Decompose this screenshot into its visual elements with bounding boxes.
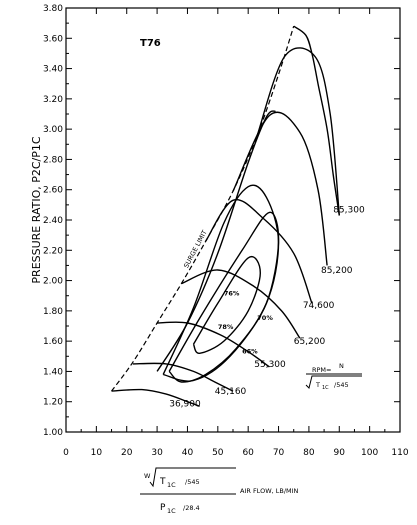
rpm-sub: 1C (322, 385, 329, 391)
efficiency-island (192, 256, 262, 354)
efficiency-label: 66% (242, 347, 258, 355)
speed-label: 36,900 (169, 399, 201, 409)
speed-label: 65,200 (294, 337, 326, 347)
speed-label: 45,160 (215, 387, 247, 397)
y-tick-label: 1.40 (43, 367, 63, 377)
x-numerator-term: T (159, 477, 166, 487)
x-tick-label: 10 (91, 448, 103, 458)
x-axis-title: W T 1C /545 AIR FLOW, LB/MIN P 1C /28.4 (140, 467, 299, 515)
y-tick-label: 3.00 (43, 125, 63, 135)
efficiency-island (156, 110, 276, 372)
rpm-label: RPM= N T 1C /545 (305, 362, 362, 391)
x-tick-label: 70 (273, 448, 285, 458)
rpm-divisor: /545 (334, 381, 349, 389)
y-tick-label: 1.80 (43, 307, 63, 317)
speed-lines: 36,900 45,160 55,300 65,200 74,600 85,200 85,3… (111, 25, 365, 409)
rpm-term: T (315, 381, 320, 389)
x-axis-ticks: 0 10 20 30 40 50 60 70 80 90 100 110 (63, 8, 409, 458)
efficiency-island (162, 184, 280, 382)
x-denominator-term: P (160, 503, 166, 513)
x-tick-label: 80 (303, 448, 315, 458)
x-tick-label: 20 (121, 448, 133, 458)
y-tick-label: 1.60 (43, 337, 63, 347)
surge-line-group: SURGE LIMIT (111, 26, 295, 392)
y-tick-label: 2.40 (43, 216, 63, 226)
x-tick-label: 40 (182, 448, 194, 458)
speed-line (256, 47, 340, 216)
x-tick-label: 110 (391, 448, 408, 458)
x-tick-label: 60 (242, 448, 254, 458)
y-tick-label: 2.20 (43, 246, 63, 256)
x-denominator-sub: 1C (167, 507, 176, 515)
x-numerator-sub: 1C (167, 481, 176, 489)
plot-border (65, 7, 401, 433)
y-tick-label: 2.80 (43, 155, 63, 165)
y-axis-ticks: 1.00 1.20 1.40 1.60 1.80 2.00 2.20 2.40 2.60 2.80… (43, 4, 400, 438)
speed-label: 85,300 (333, 205, 365, 215)
speed-line (205, 198, 313, 304)
speed-label: 55,300 (254, 360, 286, 370)
speed-line (111, 388, 200, 407)
efficiency-label: 76% (224, 290, 240, 298)
surge-line (111, 26, 295, 392)
speed-line (181, 269, 301, 339)
speed-line (157, 321, 270, 368)
chart-title: T76 (140, 38, 161, 49)
x-axis-main-label: AIR FLOW, LB/MIN (240, 487, 299, 495)
y-tick-label: 1.20 (43, 398, 63, 408)
y-tick-label: 2.00 (43, 277, 63, 287)
peak-envelope-line (293, 25, 340, 216)
x-numerator-divisor: /545 (185, 478, 200, 486)
speed-label: 74,600 (303, 301, 335, 311)
speed-line (132, 362, 234, 392)
efficiency-label: 78% (218, 323, 234, 331)
y-tick-label: 1.00 (43, 428, 63, 438)
rpm-sqrt-sign (305, 375, 362, 389)
x-sqrt-sign (149, 467, 236, 488)
y-tick-label: 3.40 (43, 65, 63, 75)
y-axis-title: PRESSURE RATIO, P2C/P1C (30, 136, 43, 283)
rpm-numerator: N (339, 362, 344, 370)
x-denominator-divisor: /28.4 (183, 504, 200, 512)
y-tick-label: 3.60 (43, 34, 63, 44)
x-tick-label: 50 (212, 448, 224, 458)
surge-limit-label: SURGE LIMIT (182, 229, 209, 270)
speed-label: 85,200 (321, 266, 353, 276)
efficiency-label: 70% (257, 314, 273, 322)
y-tick-label: 3.80 (43, 4, 63, 14)
efficiency-islands: 76% 78% 70% 66% (156, 110, 280, 383)
x-numerator-prefix: W (144, 472, 151, 480)
x-tick-label: 30 (151, 448, 163, 458)
y-tick-label: 3.20 (43, 95, 63, 105)
x-tick-label: 0 (63, 448, 69, 458)
x-tick-label: 100 (361, 448, 378, 458)
plot-frame (65, 7, 401, 433)
rpm-prefix: RPM= (312, 366, 332, 374)
x-tick-label: 90 (334, 448, 346, 458)
y-tick-label: 2.60 (43, 186, 63, 196)
